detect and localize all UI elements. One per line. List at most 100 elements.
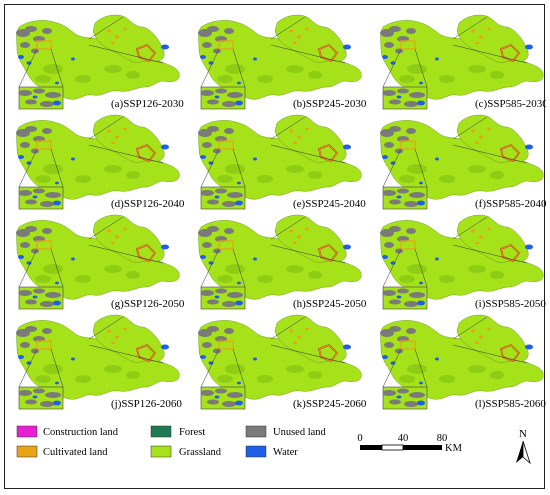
unused-land-patch — [406, 28, 416, 34]
panel-label: (d)SSP126-2040 — [111, 198, 185, 210]
zoom-inset — [200, 286, 246, 310]
cultivated-patch — [487, 27, 491, 31]
water-body — [71, 257, 75, 261]
inset-connector-line — [200, 248, 220, 288]
unused-land-patch — [198, 229, 212, 237]
highlight-area-inner — [500, 244, 520, 262]
panel-label: (g)SSP126-2050 — [111, 298, 185, 310]
legend-label-construction-land: Construction land — [43, 427, 119, 438]
inset-unused-patch — [227, 292, 243, 298]
cultivated-patch — [289, 129, 293, 133]
grassland-patch — [257, 75, 273, 83]
unused-land-patch — [42, 28, 52, 34]
water-body — [237, 81, 241, 85]
zoom-connector-line — [88, 244, 164, 264]
water-body — [55, 81, 59, 85]
figure-frame: (a)SSP126-2030 (b)SSP245-2030 (c)SSP585-20… — [4, 4, 548, 489]
inset-unused-patch — [215, 288, 227, 294]
unused-land-patch — [20, 42, 30, 48]
cultivated-patch — [293, 41, 297, 45]
water-body — [18, 355, 24, 359]
grassland-patch — [225, 264, 245, 274]
region-northeast — [456, 314, 529, 363]
map-panel: (g)SSP126-2050 — [16, 214, 185, 310]
inset-unused-patch — [404, 201, 418, 207]
cultivated-patch — [123, 327, 127, 331]
unused-land-patch — [224, 128, 234, 134]
zoom-connector-line — [452, 216, 488, 240]
cultivated-patch — [475, 41, 479, 45]
inset-unused-patch — [45, 392, 61, 398]
inset-unused-patch — [389, 199, 401, 205]
unused-land-patch — [25, 26, 37, 32]
inset-unused-patch — [33, 188, 45, 194]
inset-water-body — [32, 195, 38, 199]
zoom-connector-line — [452, 116, 488, 140]
panel-label: (a)SSP126-2030 — [111, 98, 184, 110]
zoom-connector-line — [452, 44, 528, 64]
water-body — [55, 381, 59, 385]
unused-land-patch — [16, 329, 30, 337]
water-body — [525, 244, 533, 250]
inset-connector-line — [200, 348, 220, 388]
legend-label-unused-land: Unused land — [273, 427, 327, 438]
region-northeast — [92, 314, 165, 363]
grassland-patch — [75, 275, 91, 283]
zoom-inset — [200, 86, 246, 110]
zoom-connector-line — [88, 216, 124, 240]
inset-water-body — [396, 95, 402, 99]
map-panel: (b)SSP245-2030 — [198, 14, 367, 110]
grassland-patch — [104, 165, 122, 173]
cultivated-patch — [471, 29, 475, 33]
unused-land-patch — [202, 242, 212, 248]
unused-land-patch — [198, 29, 212, 37]
cultivated-patch — [305, 227, 309, 231]
panel-label: (l)SSP585-2060 — [475, 398, 546, 410]
north-arrow-icon-right — [522, 440, 531, 465]
inset-unused-patch — [409, 392, 425, 398]
unused-land-patch — [406, 328, 416, 334]
inset-unused-patch — [409, 92, 425, 98]
zoom-inset — [18, 286, 64, 310]
cultivated-patch — [479, 335, 483, 339]
grassland-patch — [35, 175, 51, 183]
zoom-connector-line — [88, 344, 164, 364]
inset-connector-line — [50, 348, 64, 388]
inset-unused-patch — [45, 92, 61, 98]
grassland-patch — [439, 175, 455, 183]
inset-water-body — [235, 400, 243, 406]
unused-land-patch — [42, 128, 52, 134]
water-body — [390, 261, 396, 265]
zoom-source-box — [36, 40, 52, 50]
unused-land-patch — [207, 126, 219, 132]
grassland-patch — [35, 75, 51, 83]
cultivated-patch — [297, 235, 301, 239]
cultivated-patch — [111, 141, 115, 145]
zoom-connector-line — [452, 244, 528, 264]
inset-water-body — [417, 100, 425, 106]
scale-unit: KM — [445, 443, 463, 454]
inset-connector-line — [232, 48, 246, 88]
grassland-patch — [257, 275, 273, 283]
unused-land-patch — [224, 228, 234, 234]
water-body — [161, 244, 169, 250]
cultivated-patch — [471, 229, 475, 233]
grassland-patch — [399, 275, 415, 283]
highlight-area-inner — [318, 344, 338, 362]
inset-unused-patch — [389, 299, 401, 305]
highlight-area-inner — [500, 44, 520, 62]
water-body — [390, 161, 396, 165]
inset-water-body — [417, 200, 425, 206]
unused-land-patch — [31, 148, 39, 154]
grassland-patch — [490, 271, 504, 279]
grassland-patch — [104, 265, 122, 273]
grassland-patch — [468, 265, 486, 273]
inset-connector-line — [382, 248, 402, 288]
cultivated-patch — [107, 329, 111, 333]
map-panel: (i)SSP585-2050 — [380, 214, 546, 310]
water-body — [208, 161, 214, 165]
legend-swatch-cultivated-land — [16, 445, 38, 458]
inset-connector-line — [200, 148, 220, 188]
grassland-patch — [286, 265, 304, 273]
cultivated-patch — [471, 129, 475, 133]
